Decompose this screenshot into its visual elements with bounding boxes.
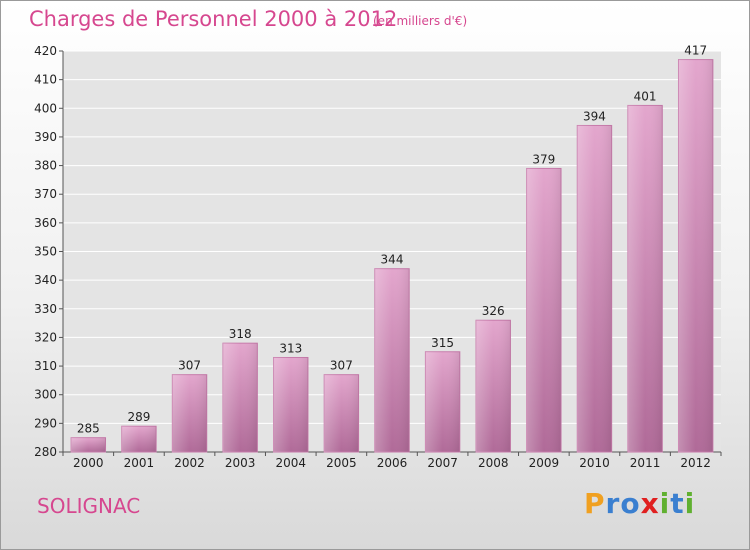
bar-shine <box>273 357 308 452</box>
bar-shine <box>71 437 106 452</box>
bar-value-label: 379 <box>532 152 555 166</box>
y-tick-label: 380 <box>34 159 57 173</box>
bar-shine <box>678 59 713 452</box>
bar-shine <box>172 374 207 452</box>
x-tick-label: 2008 <box>478 456 509 470</box>
y-tick-label: 280 <box>34 445 57 459</box>
bar-shine <box>526 168 562 452</box>
bar-value-label: 344 <box>381 253 404 267</box>
bar-value-label: 394 <box>583 109 606 123</box>
logo-letter: t <box>670 487 685 520</box>
chart-subtitle: (en milliers d'€) <box>373 14 468 28</box>
bar-shine <box>222 343 258 452</box>
bar-shine <box>324 374 359 452</box>
y-tick-label: 350 <box>34 245 57 259</box>
y-tick-label: 410 <box>34 73 57 87</box>
y-tick-label: 360 <box>34 216 57 230</box>
x-tick-label: 2010 <box>579 456 610 470</box>
y-tick-label: 300 <box>34 388 57 402</box>
bar-shine <box>577 125 612 452</box>
bar-shine <box>121 426 157 452</box>
bar-shine <box>476 320 511 452</box>
y-tick-label: 320 <box>34 330 57 344</box>
bar-value-label: 417 <box>684 44 707 58</box>
y-tick-label: 370 <box>34 187 57 201</box>
city-name: SOLIGNAC <box>37 494 141 518</box>
proxiti-logo: Proxiti <box>584 487 695 520</box>
bar-shine <box>374 268 410 452</box>
logo-letter: r <box>605 487 621 520</box>
chart-title: Charges de Personnel 2000 à 2012 <box>29 7 398 31</box>
y-tick-label: 420 <box>34 44 57 58</box>
logo-letter: i <box>659 487 671 520</box>
bar-shine <box>425 351 460 452</box>
y-tick-label: 400 <box>34 101 57 115</box>
y-tick-label: 390 <box>34 130 57 144</box>
x-tick-label: 2009 <box>529 456 560 470</box>
x-tick-label: 2007 <box>427 456 458 470</box>
logo-letter: P <box>584 487 606 520</box>
bar-value-label: 326 <box>482 304 505 318</box>
x-tick-label: 2006 <box>377 456 408 470</box>
x-tick-label: 2001 <box>124 456 155 470</box>
logo-letter: o <box>620 487 641 520</box>
bar-value-label: 285 <box>77 422 100 436</box>
bar-value-label: 315 <box>431 336 454 350</box>
x-tick-label: 2011 <box>630 456 661 470</box>
bar-shine <box>627 105 663 453</box>
x-tick-label: 2005 <box>326 456 357 470</box>
x-tick-label: 2003 <box>225 456 256 470</box>
bar-value-label: 307 <box>178 359 201 373</box>
y-tick-label: 330 <box>34 302 57 316</box>
bar-value-label: 313 <box>279 341 302 355</box>
bar-value-label: 401 <box>634 89 657 103</box>
x-tick-label: 2004 <box>275 456 306 470</box>
bar-value-label: 307 <box>330 359 353 373</box>
y-tick-label: 340 <box>34 273 57 287</box>
logo-letter: x <box>640 487 660 520</box>
bar-value-label: 318 <box>229 327 252 341</box>
y-tick-label: 310 <box>34 359 57 373</box>
y-tick-label: 290 <box>34 416 57 430</box>
x-tick-label: 2012 <box>680 456 711 470</box>
x-tick-label: 2000 <box>73 456 104 470</box>
bar-value-label: 289 <box>127 410 150 424</box>
x-tick-label: 2002 <box>174 456 205 470</box>
logo-letter: i <box>684 487 696 520</box>
